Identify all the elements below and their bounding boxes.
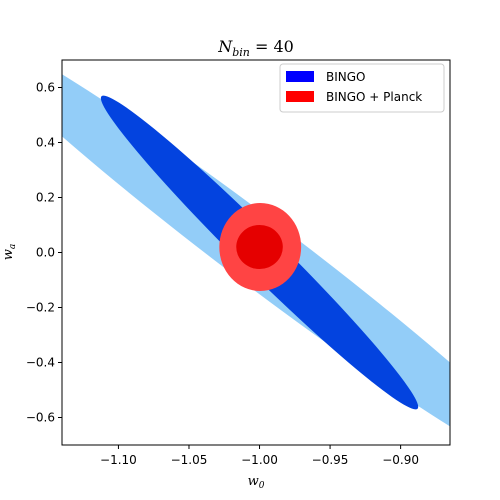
y-tick-label: 0.0 [36, 246, 55, 260]
legend-swatch [286, 91, 314, 102]
y-axis: 0.6 0.4 0.2 0.0 −0.2 −0.4 −0.6 [26, 81, 62, 425]
legend-swatch [286, 71, 314, 82]
legend-label: BINGO + Planck [326, 90, 422, 104]
y-axis-label: wa [1, 244, 18, 261]
y-tick-label: −0.4 [26, 356, 55, 370]
x-axis: −1.10 −1.05 −1.00 −0.95 −0.90 [100, 445, 419, 467]
x-tick-label: −0.95 [312, 453, 349, 467]
x-tick-label: −1.05 [171, 453, 208, 467]
legend: BINGO BINGO + Planck [280, 64, 444, 112]
x-tick-label: −0.90 [382, 453, 419, 467]
contour-bingo-planck-1sigma [236, 225, 283, 269]
x-tick-label: −1.10 [100, 453, 137, 467]
y-tick-label: 0.2 [36, 191, 55, 205]
y-tick-label: 0.4 [36, 136, 55, 150]
x-tick-label: −1.00 [241, 453, 278, 467]
x-axis-label: w0 [248, 474, 265, 491]
y-tick-label: −0.2 [26, 301, 55, 315]
y-tick-label: −0.6 [26, 411, 55, 425]
y-tick-label: 0.6 [36, 81, 55, 95]
legend-label: BINGO [326, 70, 366, 84]
chart-title: Nbin = 40 [217, 37, 294, 59]
